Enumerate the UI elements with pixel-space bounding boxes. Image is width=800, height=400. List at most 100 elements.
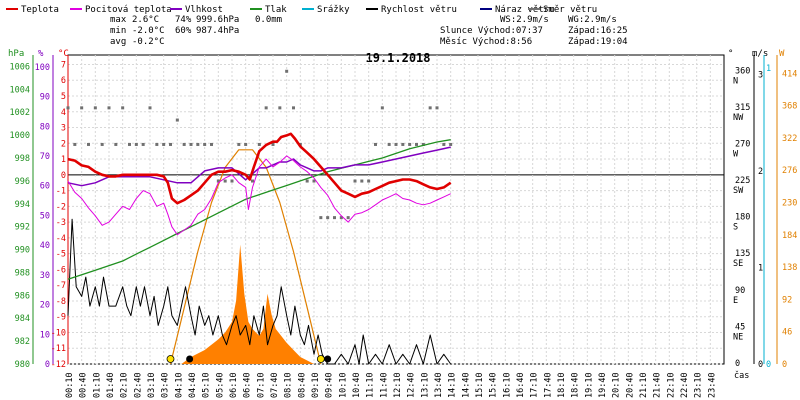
- x-tick: 04:10: [174, 372, 184, 398]
- x-tick: 12:10: [393, 372, 403, 398]
- solar-tick: 368: [782, 102, 797, 112]
- dir-tick-value: 0: [735, 359, 740, 369]
- temp-tick: -12: [51, 360, 66, 370]
- x-tick: 03:10: [147, 372, 157, 398]
- x-tick: 09:10: [311, 372, 321, 398]
- dir-tick-value: 270: [735, 139, 750, 149]
- dir-point: [155, 142, 159, 146]
- x-tick: 06:40: [243, 372, 253, 398]
- sun-curve: [169, 149, 322, 365]
- info-sunset: Západ:16:25: [568, 26, 628, 36]
- temp-tick: -11: [51, 344, 66, 354]
- dir-point: [428, 106, 432, 110]
- x-tick: 00:40: [79, 372, 89, 398]
- dir-point: [162, 142, 166, 146]
- temp-tick: -5: [56, 250, 66, 260]
- legend-label: Tlak: [265, 5, 287, 15]
- dir-point: [210, 142, 213, 146]
- dir-point: [237, 142, 241, 146]
- dir-point: [128, 142, 131, 146]
- x-tick: 02:10: [120, 372, 130, 398]
- solar-tick: 230: [782, 198, 797, 208]
- dir-point: [360, 179, 364, 183]
- wind-tick: 1: [758, 263, 763, 273]
- plot-series: [66, 69, 453, 365]
- plot-axes: hPa9809829849869889909929949969981000100…: [8, 49, 797, 398]
- dir-point: [333, 216, 336, 220]
- dir-point: [319, 216, 323, 220]
- temp-tick: -2: [56, 202, 66, 212]
- dir-point: [257, 142, 261, 146]
- x-tick: 16:10: [502, 372, 512, 398]
- dir-point: [401, 142, 405, 146]
- press-tick: 996: [15, 177, 30, 187]
- dir-point: [449, 142, 453, 146]
- x-tick: 18:40: [571, 372, 581, 398]
- x-tick: 22:10: [666, 372, 676, 398]
- solar-area: [181, 244, 314, 364]
- x-tick: 12:40: [407, 372, 417, 398]
- press-axis-unit: hPa: [8, 49, 24, 59]
- temp-tick: 5: [61, 92, 66, 102]
- temp-tick: -7: [56, 281, 66, 291]
- legend-label: Náraz větru: [495, 5, 555, 15]
- x-tick: 00:10: [65, 372, 75, 398]
- press-tick: 986: [15, 291, 30, 301]
- dir-point: [264, 106, 268, 110]
- sunrise-marker: [166, 355, 175, 363]
- x-tick: 16:40: [516, 372, 526, 398]
- info-wg: WG:2.9m/s: [568, 15, 617, 25]
- temp-tick: -1: [56, 187, 66, 197]
- stats-min-label: min: [110, 26, 126, 36]
- solar-tick: 92: [782, 295, 792, 305]
- legend-label: Vlhkost: [185, 5, 223, 15]
- hum-tick: 30: [40, 271, 50, 281]
- stats-min-press: 987.4hPa: [196, 26, 239, 36]
- legend-label: Směr větru: [543, 5, 597, 15]
- press-tick: 1004: [10, 85, 30, 95]
- x-tick: 05:10: [202, 372, 212, 398]
- solar-tick: 276: [782, 166, 797, 176]
- dir-point: [230, 179, 234, 183]
- dir-tick-value: 45: [735, 322, 745, 332]
- dir-point: [292, 106, 295, 110]
- dir-point: [346, 216, 350, 220]
- dir-tick-compass: NW: [733, 113, 744, 123]
- x-tick: 17:10: [530, 372, 540, 398]
- x-tick: 15:10: [475, 372, 485, 398]
- dir-point: [353, 179, 357, 183]
- dir-point: [216, 179, 220, 183]
- temp-tick: -9: [56, 313, 66, 323]
- wind-axis-unit: m/s: [752, 49, 768, 59]
- dir-point: [114, 142, 118, 146]
- dir-point: [223, 179, 227, 183]
- info-sun: Slunce Východ:07:37: [440, 26, 543, 36]
- temp-tick: 1: [61, 155, 66, 165]
- dir-point: [435, 106, 439, 110]
- x-axis-label: čas: [734, 370, 749, 381]
- x-tick: 11:40: [379, 372, 389, 398]
- dir-point: [442, 142, 446, 146]
- dir-point: [278, 106, 282, 110]
- legend-label: Rychlost větru: [381, 5, 457, 15]
- temp-tick: 2: [61, 139, 66, 149]
- solar-tick: 0: [782, 360, 787, 370]
- temp-tick: 3: [61, 124, 66, 134]
- temp-tick: 0: [61, 171, 66, 181]
- hum-tick: 40: [40, 241, 50, 251]
- dir-point: [251, 179, 254, 183]
- x-tick: 10:40: [352, 372, 362, 398]
- temp-axis-unit: °C: [58, 49, 69, 59]
- stats-max-hum: 74%: [175, 15, 192, 25]
- press-tick: 982: [15, 337, 30, 347]
- dir-axis-unit: °: [728, 49, 733, 59]
- dir-point: [244, 142, 248, 146]
- dir-tick-value: 90: [735, 286, 745, 296]
- dir-point: [87, 142, 90, 146]
- dir-point: [121, 106, 125, 110]
- legend-label: Teplota: [21, 5, 59, 15]
- moonset-marker: [324, 355, 332, 363]
- feels-line: [67, 155, 451, 236]
- x-tick: 15:40: [489, 372, 499, 398]
